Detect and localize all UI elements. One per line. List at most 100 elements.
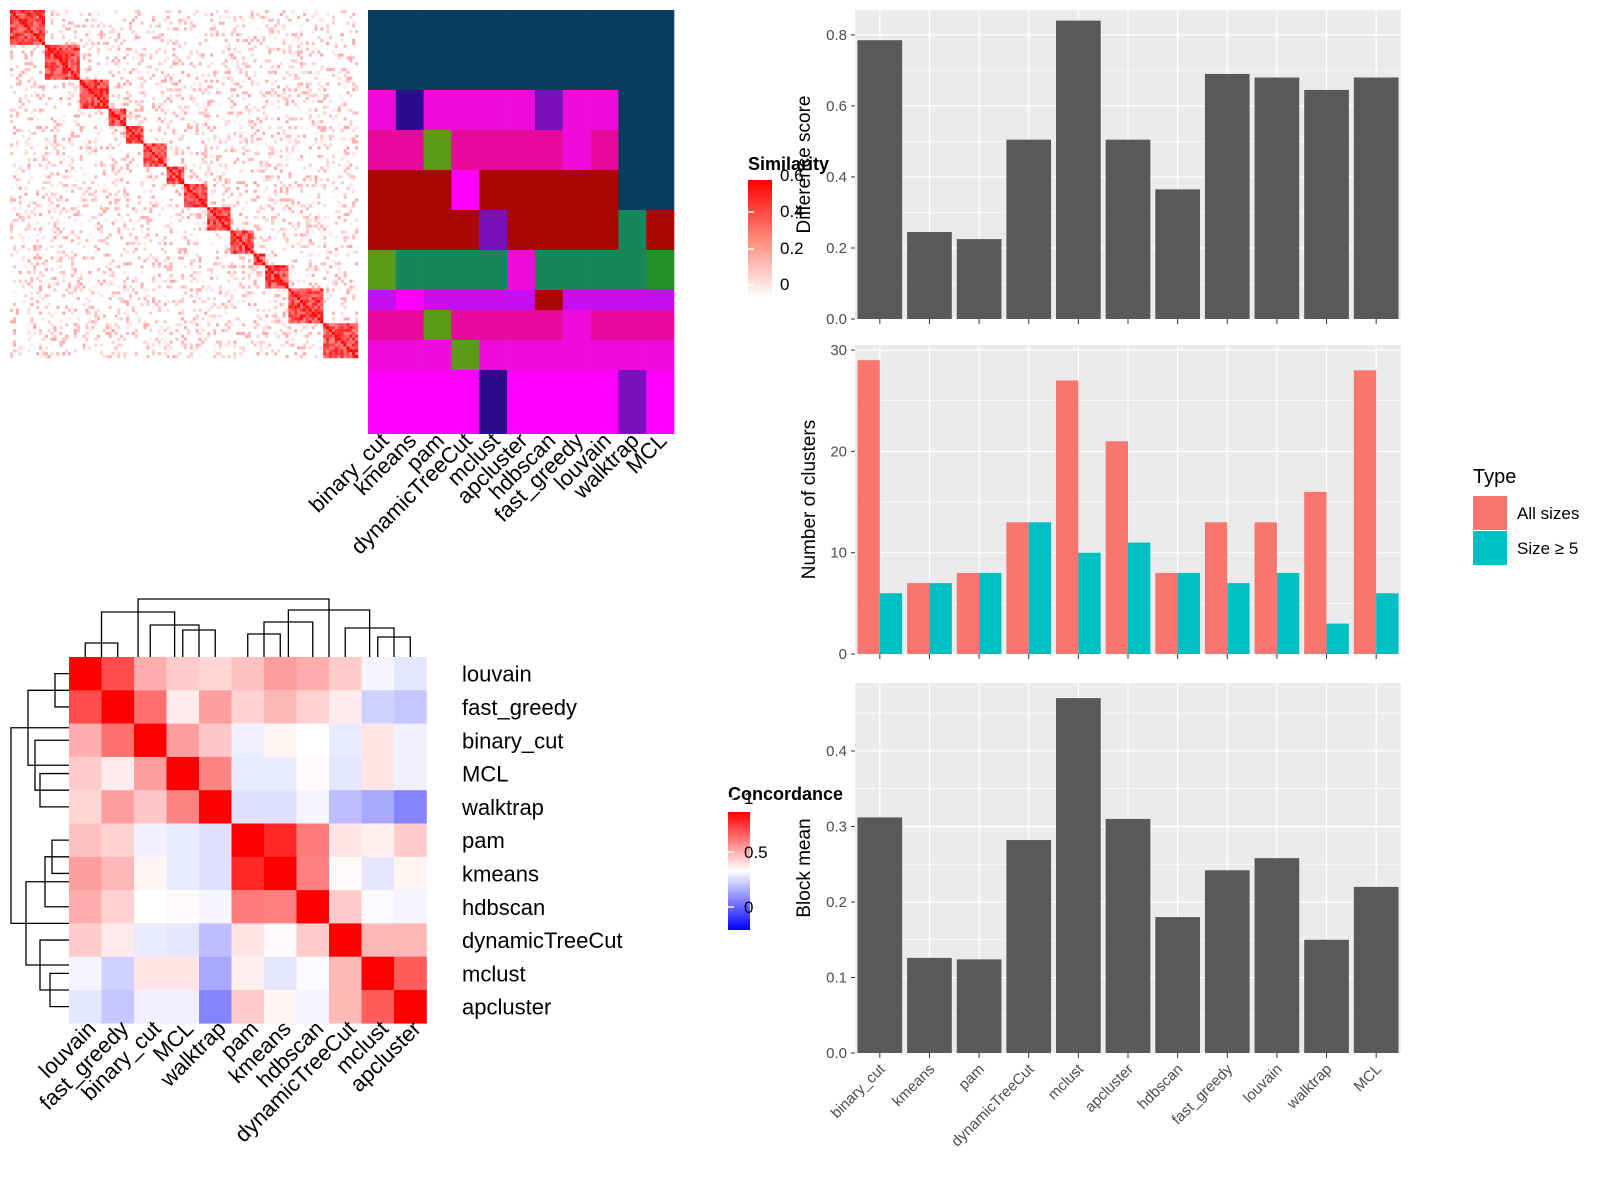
similarity-cell	[181, 152, 185, 156]
similarity-cell	[355, 88, 359, 92]
similarity-cell	[76, 276, 80, 280]
similarity-cell	[169, 181, 173, 185]
similarity-cell	[346, 160, 350, 164]
similarity-cell	[334, 262, 338, 266]
similarity-cell	[300, 91, 304, 95]
similarity-cell	[184, 41, 188, 45]
similarity-cell	[169, 146, 173, 150]
similarity-cell	[285, 297, 289, 301]
similarity-cell	[143, 152, 147, 156]
similarity-cell	[207, 163, 211, 167]
similarity-cell	[88, 317, 92, 321]
similarity-cell	[117, 44, 121, 48]
similarity-cell	[33, 27, 37, 31]
cluster-cell	[423, 90, 452, 130]
similarity-cell	[256, 215, 260, 219]
similarity-cell	[320, 126, 324, 130]
similarity-cell	[18, 105, 22, 109]
similarity-cell	[186, 105, 190, 109]
similarity-cell	[279, 273, 283, 277]
similarity-cell	[311, 30, 315, 34]
similarity-cell	[285, 99, 289, 103]
y-axis-title: Number of clusters	[799, 420, 820, 579]
similarity-cell	[279, 271, 283, 275]
similarity-cell	[224, 218, 228, 222]
concordance-cell	[329, 823, 362, 858]
similarity-cell	[70, 256, 74, 260]
similarity-cell	[262, 94, 266, 98]
similarity-cell	[157, 117, 161, 121]
similarity-cell	[117, 311, 121, 315]
concordance-cell	[361, 657, 395, 691]
similarity-cell	[352, 201, 356, 205]
similarity-cell	[331, 68, 335, 72]
similarity-cell	[192, 213, 196, 217]
similarity-cell	[117, 259, 121, 263]
similarity-cell	[300, 56, 304, 60]
similarity-cell	[265, 143, 269, 147]
similarity-cell	[91, 256, 95, 260]
similarity-cell	[285, 97, 289, 101]
similarity-cell	[157, 160, 161, 164]
similarity-cell	[12, 291, 16, 295]
similarity-cell	[224, 244, 228, 248]
similarity-cell	[82, 189, 86, 193]
similarity-cell	[10, 108, 14, 112]
similarity-cell	[337, 259, 341, 263]
similarity-cell	[224, 189, 228, 193]
similarity-cell	[94, 73, 98, 77]
similarity-cell	[41, 337, 45, 341]
similarity-cell	[317, 300, 321, 304]
similarity-cell	[186, 184, 190, 188]
similarity-cell	[62, 175, 66, 179]
similarity-cell	[117, 169, 121, 173]
similarity-cell	[73, 271, 77, 275]
similarity-cell	[233, 271, 237, 275]
similarity-cell	[88, 186, 92, 190]
similarity-cell	[68, 70, 72, 74]
similarity-cell	[102, 41, 106, 45]
similarity-cell	[105, 189, 109, 193]
similarity-cell	[68, 56, 72, 60]
colorbar-tick-label: 0	[780, 275, 789, 294]
similarity-cell	[213, 134, 217, 138]
similarity-cell	[331, 349, 335, 353]
cluster-cell	[479, 90, 508, 130]
concordance-cell	[101, 890, 135, 924]
similarity-cell	[181, 210, 185, 214]
similarity-cell	[128, 262, 132, 266]
similarity-cell	[134, 117, 138, 121]
similarity-cell	[221, 76, 225, 80]
similarity-cell	[305, 311, 309, 315]
concordance-cell	[231, 723, 265, 758]
similarity-cell	[271, 227, 275, 231]
similarity-cell	[53, 56, 57, 60]
similarity-cell	[82, 256, 86, 260]
similarity-cell	[334, 352, 338, 356]
similarity-cell	[201, 102, 205, 106]
similarity-cell	[247, 242, 251, 246]
similarity-cell	[250, 12, 254, 16]
similarity-cell	[88, 152, 92, 156]
similarity-cell	[82, 346, 86, 350]
similarity-cell	[73, 213, 77, 217]
similarity-cell	[192, 204, 196, 208]
similarity-cell	[123, 355, 127, 359]
similarity-cell	[59, 320, 63, 324]
similarity-cell	[157, 152, 161, 156]
similarity-cell	[230, 94, 234, 98]
similarity-cell	[285, 137, 289, 141]
similarity-cell	[244, 250, 248, 254]
similarity-cell	[297, 308, 301, 312]
similarity-cell	[169, 65, 173, 69]
similarity-cell	[337, 343, 341, 347]
similarity-cell	[247, 273, 251, 277]
similarity-cell	[128, 111, 132, 115]
concordance-cell	[231, 790, 265, 824]
similarity-cell	[15, 12, 19, 16]
similarity-cell	[340, 68, 344, 72]
similarity-cell	[126, 213, 130, 217]
similarity-cell	[62, 337, 66, 341]
similarity-cell	[215, 215, 219, 219]
